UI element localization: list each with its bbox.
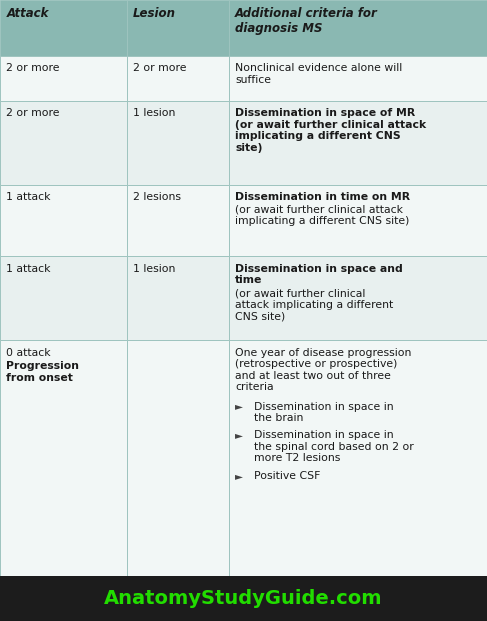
Text: Dissemination in space in
the spinal cord based on 2 or
more T2 lesions: Dissemination in space in the spinal cor… <box>254 430 413 463</box>
Bar <box>127 184 229 256</box>
Text: 1 lesion: 1 lesion <box>133 263 175 274</box>
Bar <box>229 256 487 340</box>
Bar <box>0 0 127 56</box>
Bar <box>127 101 229 184</box>
Bar <box>127 56 229 101</box>
Bar <box>229 101 487 184</box>
Text: ►: ► <box>235 402 243 412</box>
Text: Attack: Attack <box>6 7 49 20</box>
Text: Dissemination in space in
the brain: Dissemination in space in the brain <box>254 402 393 423</box>
Text: AnatomyStudyGuide.com: AnatomyStudyGuide.com <box>104 589 383 608</box>
Text: Dissemination in space of MR
(or await further clinical attack
implicating a dif: Dissemination in space of MR (or await f… <box>235 108 426 153</box>
Bar <box>127 340 229 576</box>
Text: 1 attack: 1 attack <box>6 192 51 202</box>
Text: Positive CSF: Positive CSF <box>254 471 320 481</box>
Bar <box>229 56 487 101</box>
Text: Dissemination in time on MR: Dissemination in time on MR <box>235 192 411 202</box>
Text: 2 or more: 2 or more <box>133 63 187 73</box>
Bar <box>229 184 487 256</box>
Bar <box>127 256 229 340</box>
Text: 2 or more: 2 or more <box>6 63 60 73</box>
Bar <box>229 340 487 576</box>
Bar <box>0 256 127 340</box>
Bar <box>127 0 229 56</box>
Bar <box>0 576 487 621</box>
Bar <box>0 184 127 256</box>
Text: 0 attack: 0 attack <box>6 348 51 358</box>
Text: Progression
from onset: Progression from onset <box>6 361 79 383</box>
Bar <box>0 56 127 101</box>
Text: One year of disease progression
(retrospective or prospective)
and at least two : One year of disease progression (retrosp… <box>235 348 412 392</box>
Text: Dissemination in space and
time: Dissemination in space and time <box>235 263 403 285</box>
Bar <box>229 0 487 56</box>
Text: 2 or more: 2 or more <box>6 108 60 118</box>
Text: 2 lesions: 2 lesions <box>133 192 181 202</box>
Text: Lesion: Lesion <box>133 7 176 20</box>
Text: ►: ► <box>235 430 243 440</box>
Text: ►: ► <box>235 471 243 481</box>
Text: Additional criteria for
diagnosis MS: Additional criteria for diagnosis MS <box>235 7 378 35</box>
Bar <box>0 340 127 576</box>
Text: 1 lesion: 1 lesion <box>133 108 175 118</box>
Bar <box>0 101 127 184</box>
Text: 1 attack: 1 attack <box>6 263 51 274</box>
Text: Nonclinical evidence alone will
suffice: Nonclinical evidence alone will suffice <box>235 63 402 85</box>
Text: (or await further clinical
attack implicating a different
CNS site): (or await further clinical attack implic… <box>235 288 393 322</box>
Text: (or await further clinical attack
implicating a different CNS site): (or await further clinical attack implic… <box>235 204 410 226</box>
